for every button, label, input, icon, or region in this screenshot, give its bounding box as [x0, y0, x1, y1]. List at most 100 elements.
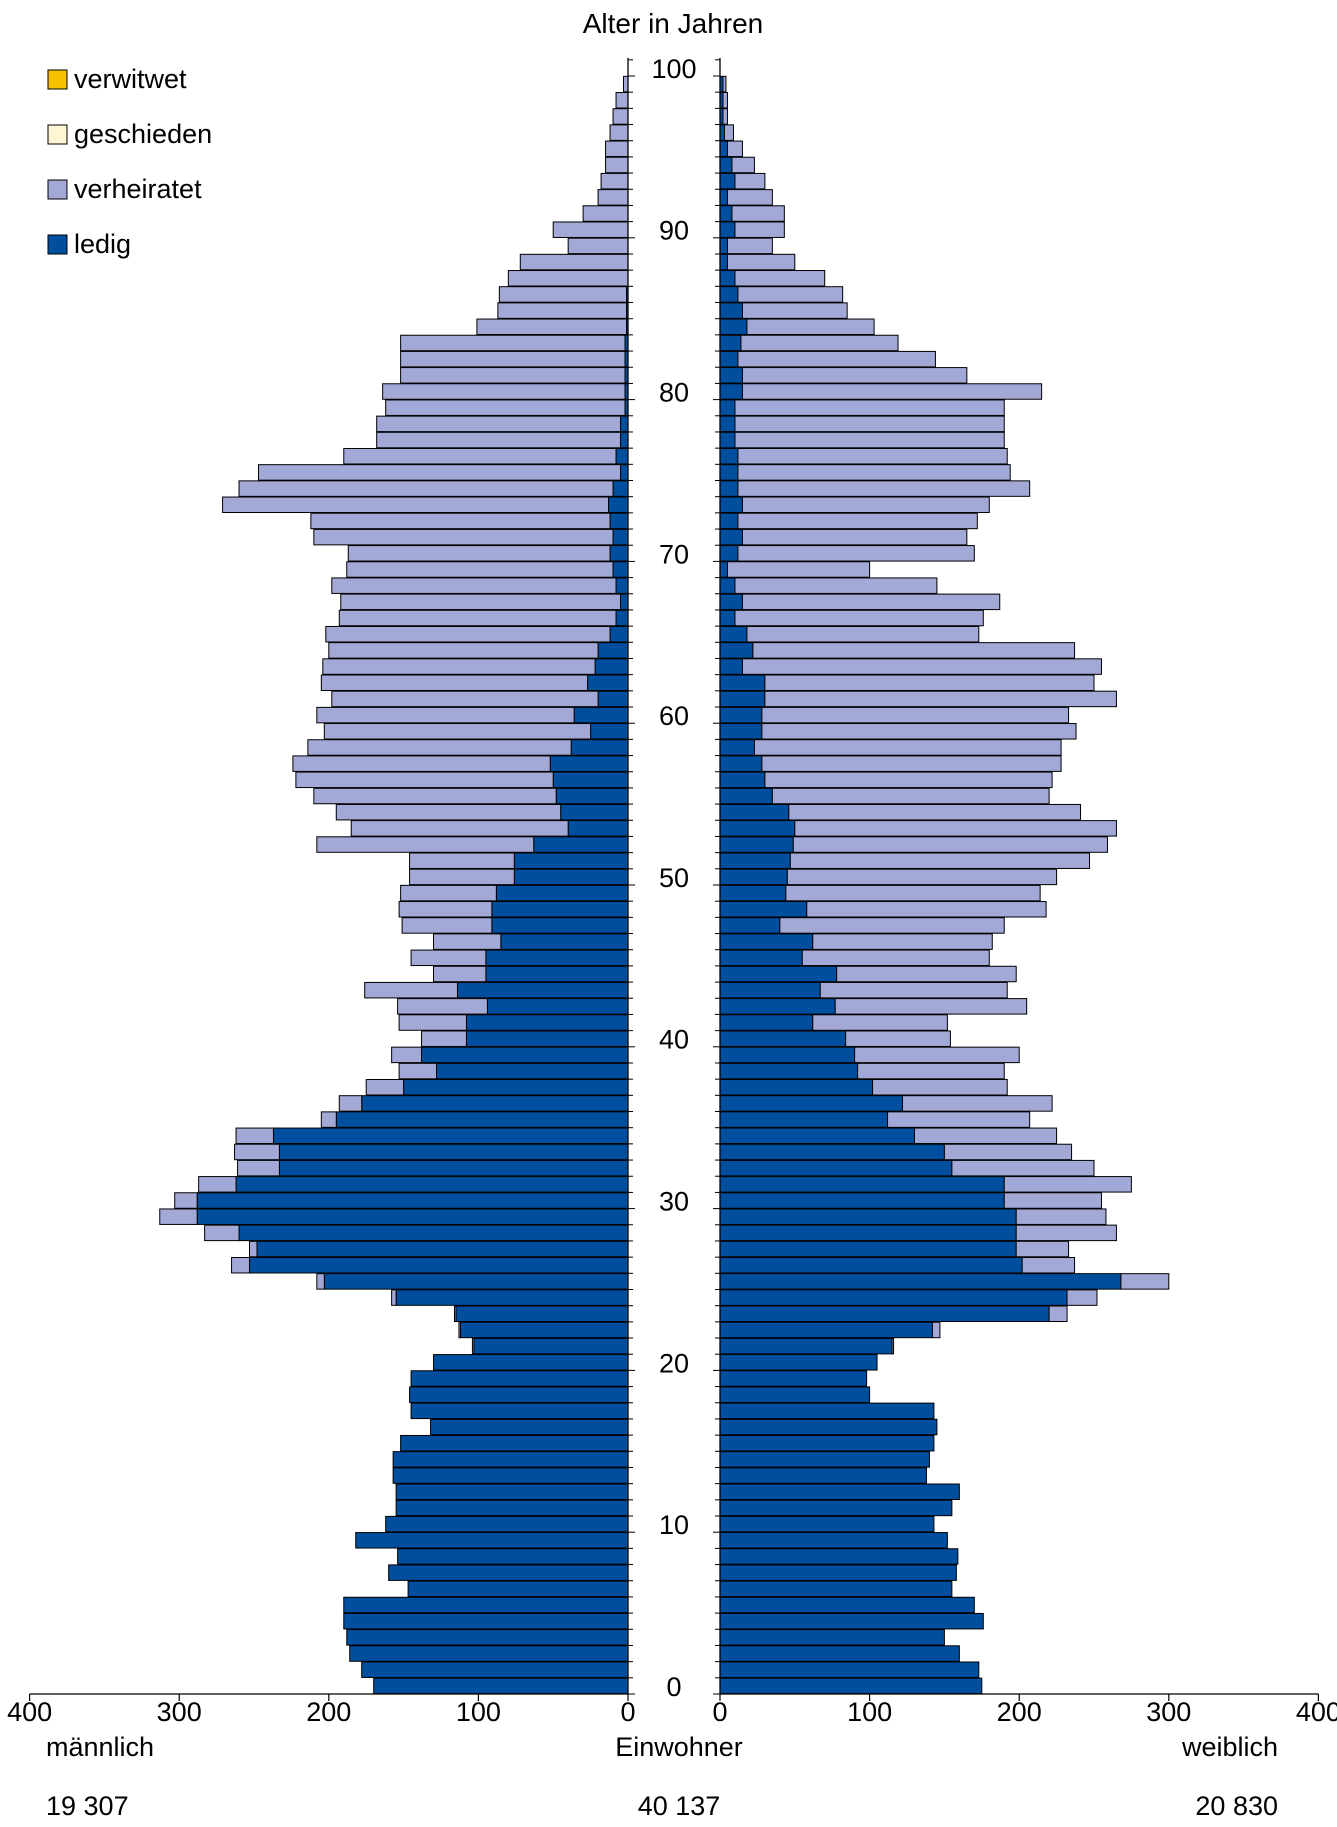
male-x-tick-label: 300 [157, 1697, 202, 1727]
male-bar-verheiratet-age-32 [237, 1159, 280, 1177]
female-bar-ledig-age-72 [719, 512, 739, 530]
female-bar-verheiratet-age-89 [726, 237, 773, 255]
female-bar-verheiratet-age-90 [734, 221, 785, 238]
female-bar-verheiratet-age-43 [819, 981, 1008, 999]
female-bar-ledig-age-46 [719, 933, 814, 950]
female-bar-ledig-age-87 [719, 270, 736, 287]
age-tick-label: 20 [659, 1348, 689, 1378]
male-bar-ledig-age-57 [549, 755, 629, 772]
male-bar-ledig-age-39 [421, 1046, 629, 1064]
male-bar-ledig-age-76 [615, 447, 629, 465]
age-tick-label: 100 [651, 54, 696, 84]
female-bar-verheiratet-age-46 [812, 933, 993, 950]
male-bar-verheiratet-age-97 [612, 108, 629, 125]
female-bar-verheiratet-age-61 [764, 690, 1117, 708]
male-title: männlich [46, 1732, 154, 1762]
female-bar-ledig-age-76 [719, 447, 739, 465]
male-bar-verheiratet-age-28 [204, 1224, 240, 1242]
male-bar-ledig-age-33 [278, 1143, 629, 1161]
male-bar-verheiratet-age-34 [235, 1127, 274, 1145]
female-bar-verheiratet-age-93 [734, 172, 766, 190]
female-bar-verheiratet-age-71 [741, 528, 968, 546]
male-bar-ledig-age-35 [335, 1111, 629, 1128]
female-bar-ledig-age-28 [719, 1224, 1017, 1242]
male-bar-ledig-age-10 [385, 1515, 629, 1533]
female-bar-ledig-age-8 [719, 1548, 959, 1565]
female-bar-verheiratet-age-31 [1003, 1176, 1132, 1193]
male-bar-ledig-age-27 [256, 1240, 629, 1258]
female-bar-ledig-age-18 [719, 1386, 871, 1403]
female-bar-ledig-age-66 [719, 609, 736, 627]
male-bar-verheiratet-age-40 [421, 1030, 467, 1047]
male-x-tick-label: 0 [620, 1697, 635, 1727]
male-bar-ledig-age-22 [459, 1321, 629, 1339]
male-bar-verheiratet-age-65 [325, 625, 611, 643]
female-bar-ledig-age-60 [719, 706, 763, 724]
female-bar-verheiratet-age-92 [726, 189, 773, 206]
age-tick-label: 50 [659, 863, 689, 893]
male-bar-verheiratet-age-70 [347, 545, 611, 562]
male-bar-verheiratet-age-45 [410, 949, 487, 967]
age-tick-label: 70 [659, 539, 689, 569]
legend-swatch-geschieden [47, 124, 68, 145]
female-bar-verheiratet-age-37 [872, 1079, 1008, 1096]
female-bar-verheiratet-age-47 [779, 917, 1005, 934]
male-bar-verheiratet-age-44 [433, 965, 487, 983]
female-bar-ledig-age-23 [719, 1305, 1050, 1323]
male-bar-verheiratet-age-27 [249, 1240, 258, 1258]
male-bar-verheiratet-age-67 [340, 593, 622, 611]
female-bar-ledig-age-14 [719, 1451, 930, 1468]
male-bar-verheiratet-age-95 [605, 140, 629, 158]
male-bar-ledig-age-71 [612, 528, 629, 546]
female-bar-ledig-age-92 [719, 189, 728, 206]
female-bar-verheiratet-age-73 [741, 496, 990, 514]
male-bar-verheiratet-age-71 [313, 528, 614, 546]
female-bar-ledig-age-9 [719, 1532, 948, 1549]
female-x-tick-label: 200 [997, 1697, 1042, 1727]
female-bar-ledig-age-61 [719, 690, 766, 708]
female-bar-ledig-age-35 [719, 1111, 889, 1128]
male-bar-verheiratet-age-89 [567, 237, 629, 255]
female-bar-ledig-age-49 [719, 884, 787, 902]
male-bar-ledig-age-54 [560, 803, 629, 821]
male-bar-verheiratet-age-46 [433, 933, 502, 950]
female-bar-verheiratet-age-67 [741, 593, 1001, 611]
male-bar-verheiratet-age-86 [498, 286, 627, 303]
male-bar-ledig-age-67 [620, 593, 629, 611]
female-bar-verheiratet-age-98 [722, 92, 728, 109]
female-bar-ledig-age-89 [719, 237, 728, 255]
female-bar-ledig-age-22 [719, 1321, 933, 1339]
female-bar-verheiratet-age-53 [794, 820, 1117, 837]
female-bar-verheiratet-age-25 [1120, 1273, 1170, 1290]
female-bar-ledig-age-54 [719, 803, 790, 821]
female-bar-verheiratet-age-86 [737, 286, 844, 303]
male-bar-ledig-age-63 [594, 658, 629, 675]
male-bar-ledig-age-75 [620, 464, 629, 481]
female-bar-ledig-age-26 [719, 1256, 1023, 1274]
female-bar-verheiratet-age-51 [789, 852, 1091, 869]
male-bar-ledig-age-52 [533, 836, 629, 853]
female-bar-ledig-age-13 [719, 1467, 927, 1484]
female-bar-ledig-age-81 [719, 367, 743, 384]
female-bar-verheiratet-age-58 [753, 739, 1062, 756]
male-bar-verheiratet-age-82 [400, 350, 626, 368]
male-bar-verheiratet-age-75 [257, 464, 622, 481]
female-bar-verheiratet-age-70 [737, 545, 975, 562]
male-bar-verheiratet-age-88 [519, 253, 629, 271]
female-bar-ledig-age-45 [719, 949, 803, 967]
female-bar-ledig-age-27 [719, 1240, 1017, 1258]
female-bar-ledig-age-86 [719, 286, 739, 303]
male-bar-verheiratet-age-77 [376, 431, 622, 449]
male-bar-verheiratet-age-59 [323, 723, 592, 740]
male-bar-verheiratet-age-31 [198, 1176, 237, 1193]
female-bar-verheiratet-age-35 [887, 1111, 1031, 1128]
male-bar-ledig-age-4 [343, 1612, 629, 1630]
male-bar-ledig-age-19 [410, 1370, 629, 1387]
male-bar-ledig-age-6 [407, 1580, 629, 1598]
female-bar-ledig-age-70 [719, 545, 739, 562]
male-bar-ledig-age-7 [388, 1564, 629, 1581]
male-bar-verheiratet-age-50 [409, 868, 515, 886]
female-bar-ledig-age-41 [719, 1014, 814, 1031]
female-bar-verheiratet-age-59 [761, 723, 1077, 740]
female-bar-verheiratet-age-91 [731, 205, 785, 222]
